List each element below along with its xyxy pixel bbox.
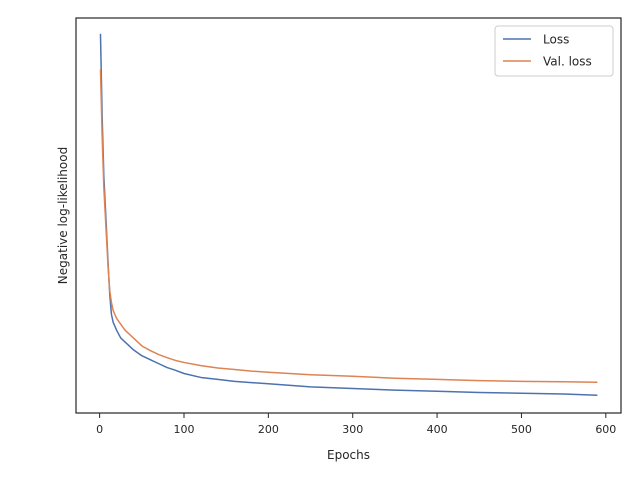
x-tick-label-3: 300 [342, 423, 363, 436]
x-tick-label-6: 600 [595, 423, 616, 436]
x-axis-label: Epochs [327, 448, 370, 462]
x-tick-label-5: 500 [511, 423, 532, 436]
x-tick-label-2: 200 [258, 423, 279, 436]
y-axis-label: Negative log-likelihood [56, 147, 70, 284]
series-line-1 [99, 69, 598, 383]
x-tick-label-0: 0 [96, 423, 103, 436]
legend: Loss Val. loss [494, 25, 614, 77]
series-layer [99, 33, 598, 396]
x-axis-ticks: 0 100 200 300 400 500 600 [96, 413, 616, 436]
plot-frame [75, 17, 622, 414]
legend-label-1: Val. loss [543, 55, 592, 69]
legend-label-0: Loss [543, 33, 569, 47]
x-tick-label-1: 100 [173, 423, 194, 436]
x-tick-label-4: 400 [427, 423, 448, 436]
